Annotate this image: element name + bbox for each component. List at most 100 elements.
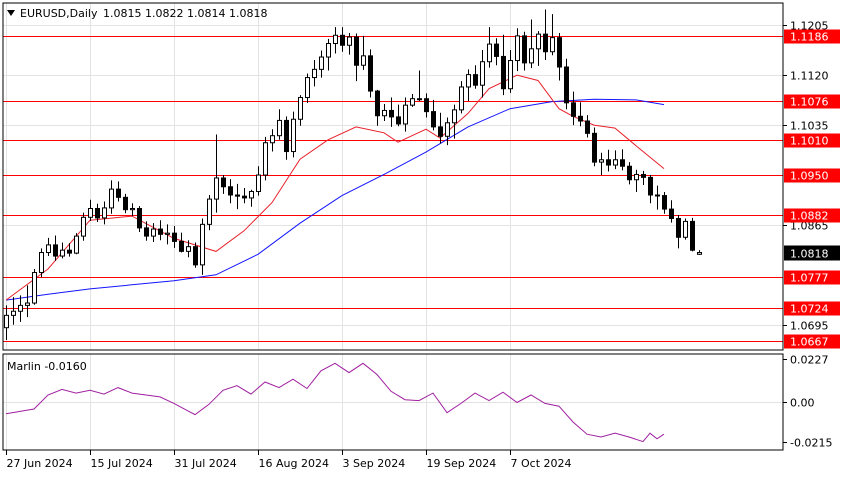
candle-body <box>179 240 184 252</box>
candle-body <box>585 120 590 134</box>
candle-body <box>102 207 107 219</box>
candle <box>109 180 114 214</box>
candle-body <box>564 66 569 104</box>
candle <box>60 242 65 259</box>
candle-body <box>326 43 331 58</box>
candle <box>249 189 254 207</box>
candle-body <box>501 55 506 90</box>
candle-body <box>284 119 289 153</box>
price-pane-frame <box>2 2 784 351</box>
x-tick-label: 3 Sep 2024 <box>343 457 406 470</box>
candle-body <box>74 235 79 254</box>
candle <box>333 27 338 54</box>
candle <box>95 203 100 223</box>
candle <box>655 185 660 210</box>
candle <box>557 32 562 81</box>
candle-body <box>291 118 296 153</box>
candle-body <box>263 142 268 176</box>
candle <box>200 218 205 275</box>
candle-body <box>277 119 282 137</box>
collapse-triangle-icon[interactable] <box>7 10 15 16</box>
candle-body <box>613 159 618 166</box>
candle <box>662 192 667 214</box>
candle-body <box>529 48 534 64</box>
y-tick-label: 1.1205 <box>790 20 829 33</box>
candle-body <box>81 216 86 237</box>
candle <box>620 149 625 171</box>
candle <box>4 305 9 341</box>
candle-body <box>53 244 58 257</box>
candle-body <box>487 43 492 63</box>
osc-tick-label: 0.00 <box>790 397 815 410</box>
candle-body <box>606 159 611 166</box>
candle <box>648 175 653 204</box>
candle <box>375 89 380 126</box>
x-tick-label: 31 Jul 2024 <box>175 457 237 470</box>
candle-body <box>599 159 604 163</box>
oscillator-line <box>5 362 665 443</box>
oscillator-pane <box>5 362 665 443</box>
candle-body <box>172 232 177 242</box>
candle-body <box>480 61 485 86</box>
osc-tick-label: -0.0215 <box>790 437 832 450</box>
candle <box>39 248 44 278</box>
candle-body <box>655 194 660 197</box>
candle <box>347 32 352 55</box>
candle-body <box>249 190 254 199</box>
candle-body <box>123 196 128 211</box>
candle <box>81 212 86 241</box>
candle-body <box>312 68 317 79</box>
candle-body <box>39 252 44 273</box>
candle <box>613 150 618 170</box>
candle <box>501 34 506 96</box>
indicator-pane-frame <box>2 353 784 451</box>
candle-body <box>137 207 142 229</box>
level-label: 1.1186 <box>790 31 829 44</box>
candle <box>179 232 184 253</box>
candle-body <box>634 173 639 181</box>
level-label: 1.0950 <box>790 170 829 183</box>
candle-body <box>648 176 653 196</box>
candle <box>74 233 79 255</box>
candle <box>186 240 191 258</box>
candle <box>543 9 548 60</box>
candle <box>284 116 289 160</box>
candle-body <box>60 249 65 257</box>
candle-body <box>697 252 702 255</box>
candle <box>578 102 583 127</box>
candle-body <box>333 34 338 45</box>
level-label: 1.0777 <box>790 272 829 285</box>
candle-body <box>410 98 415 106</box>
candle <box>88 199 93 221</box>
candle <box>403 97 408 132</box>
candle-body <box>662 195 667 210</box>
candle-body <box>557 37 562 68</box>
indicator-label: Marlin -0.0160 <box>7 360 87 373</box>
candle <box>410 94 415 107</box>
candle-body <box>305 77 310 99</box>
level-label-box <box>784 301 840 316</box>
candle <box>263 136 268 181</box>
candle <box>368 49 373 98</box>
candle-body <box>116 188 121 198</box>
candle <box>235 183 240 210</box>
candle <box>46 237 51 257</box>
candle <box>529 19 534 69</box>
candle <box>515 28 520 72</box>
candle-body <box>431 111 436 128</box>
candle-body <box>319 56 324 70</box>
candle-body <box>221 177 226 188</box>
candle <box>32 268 37 305</box>
candle-body <box>347 36 352 46</box>
candle <box>172 226 177 248</box>
candle <box>480 49 485 98</box>
candle-body <box>11 310 16 316</box>
candle <box>592 127 597 167</box>
candle <box>151 223 156 242</box>
candle-body <box>417 98 422 101</box>
candle-body <box>389 109 394 118</box>
candle-body <box>473 74 478 86</box>
candle-body <box>235 194 240 197</box>
candle-body <box>298 97 303 120</box>
